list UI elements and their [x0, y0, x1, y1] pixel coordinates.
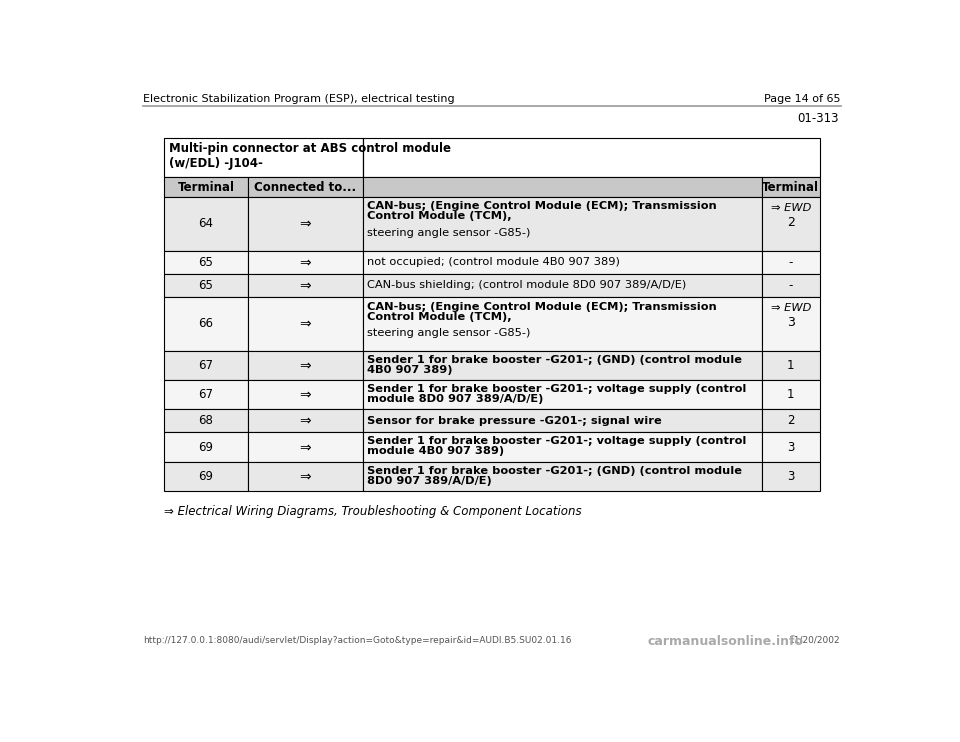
- Bar: [363, 197, 761, 251]
- Text: ⇒: ⇒: [300, 414, 311, 428]
- Bar: [164, 274, 248, 297]
- Text: Multi-pin connector at ABS control module
(w/EDL) -J104-: Multi-pin connector at ABS control modul…: [169, 142, 451, 170]
- Bar: [248, 297, 363, 351]
- Bar: [248, 410, 363, 433]
- Text: CAN-bus; (Engine Control Module (ECM); Transmission: CAN-bus; (Engine Control Module (ECM); T…: [368, 301, 717, 312]
- Text: Sender 1 for brake booster -G201-; (GND) (control module: Sender 1 for brake booster -G201-; (GND)…: [368, 465, 742, 476]
- Text: 69: 69: [199, 470, 213, 483]
- Text: 65: 65: [199, 279, 213, 292]
- Bar: [363, 177, 761, 197]
- Bar: [363, 380, 761, 410]
- Bar: [761, 177, 820, 197]
- Text: 3: 3: [787, 316, 795, 329]
- Bar: [363, 297, 761, 351]
- Bar: [761, 351, 820, 380]
- Text: 68: 68: [199, 415, 213, 427]
- Text: Page 14 of 65: Page 14 of 65: [764, 94, 841, 105]
- Text: 69: 69: [199, 441, 213, 453]
- Bar: [164, 177, 248, 197]
- Bar: [164, 297, 248, 351]
- Text: 3: 3: [787, 441, 795, 453]
- Text: Connected to...: Connected to...: [254, 180, 356, 194]
- Bar: [164, 138, 363, 177]
- Bar: [761, 297, 820, 351]
- Text: Control Module (TCM),: Control Module (TCM),: [368, 211, 512, 221]
- Bar: [761, 251, 820, 274]
- Text: 3: 3: [787, 470, 795, 483]
- Bar: [164, 197, 248, 251]
- Text: 8D0 907 389/A/D/E): 8D0 907 389/A/D/E): [368, 476, 492, 485]
- Text: ⇒: ⇒: [300, 317, 311, 331]
- Bar: [363, 462, 761, 491]
- Text: -: -: [788, 279, 793, 292]
- Bar: [761, 274, 820, 297]
- Text: ⇒: ⇒: [300, 440, 311, 454]
- Bar: [363, 351, 761, 380]
- Bar: [761, 197, 820, 251]
- Bar: [363, 433, 761, 462]
- Text: Electronic Stabilization Program (ESP), electrical testing: Electronic Stabilization Program (ESP), …: [143, 94, 455, 105]
- Text: module 8D0 907 389/A/D/E): module 8D0 907 389/A/D/E): [368, 394, 543, 404]
- Bar: [761, 380, 820, 410]
- Bar: [164, 351, 248, 380]
- Text: 11/20/2002: 11/20/2002: [789, 636, 841, 645]
- Bar: [164, 410, 248, 433]
- Bar: [248, 274, 363, 297]
- Text: 66: 66: [199, 318, 213, 330]
- Text: module 4B0 907 389): module 4B0 907 389): [368, 447, 504, 456]
- Text: 1: 1: [787, 388, 795, 401]
- Bar: [363, 251, 761, 274]
- Text: Sensor for brake pressure -G201-; signal wire: Sensor for brake pressure -G201-; signal…: [368, 416, 662, 426]
- Text: 67: 67: [199, 359, 213, 372]
- Text: CAN-bus shielding; (control module 8D0 907 389/A/D/E): CAN-bus shielding; (control module 8D0 9…: [368, 280, 686, 290]
- Bar: [164, 433, 248, 462]
- Bar: [248, 462, 363, 491]
- Text: ⇒: ⇒: [300, 388, 311, 401]
- Bar: [248, 177, 363, 197]
- Text: ⇒ Electrical Wiring Diagrams, Troubleshooting & Component Locations: ⇒ Electrical Wiring Diagrams, Troublesho…: [164, 505, 582, 518]
- Text: not occupied; (control module 4B0 907 389): not occupied; (control module 4B0 907 38…: [368, 257, 620, 267]
- Text: -: -: [788, 256, 793, 269]
- Text: Control Module (TCM),: Control Module (TCM),: [368, 312, 512, 321]
- Bar: [363, 274, 761, 297]
- Bar: [761, 462, 820, 491]
- Text: 01-313: 01-313: [798, 112, 839, 125]
- Text: ⇒: ⇒: [300, 255, 311, 269]
- Text: Terminal: Terminal: [762, 180, 819, 194]
- Text: ⇒: ⇒: [300, 278, 311, 292]
- Text: 67: 67: [199, 388, 213, 401]
- Text: ⇒: ⇒: [300, 217, 311, 231]
- Text: ⇒ EWD: ⇒ EWD: [771, 303, 811, 313]
- Text: 65: 65: [199, 256, 213, 269]
- Bar: [164, 380, 248, 410]
- Text: 4B0 907 389): 4B0 907 389): [368, 365, 453, 375]
- Text: Sender 1 for brake booster -G201-; voltage supply (control: Sender 1 for brake booster -G201-; volta…: [368, 384, 747, 394]
- Bar: [363, 410, 761, 433]
- Text: 2: 2: [787, 415, 795, 427]
- Bar: [248, 433, 363, 462]
- Text: ⇒: ⇒: [300, 358, 311, 372]
- Text: steering angle sensor -G85-): steering angle sensor -G85-): [368, 328, 531, 338]
- Text: Sender 1 for brake booster -G201-; (GND) (control module: Sender 1 for brake booster -G201-; (GND)…: [368, 355, 742, 364]
- Text: ⇒ EWD: ⇒ EWD: [771, 203, 811, 213]
- Text: http://127.0.0.1:8080/audi/servlet/Display?action=Goto&type=repair&id=AUDI.B5.SU: http://127.0.0.1:8080/audi/servlet/Displ…: [143, 636, 572, 645]
- Text: 64: 64: [199, 217, 213, 230]
- Text: steering angle sensor -G85-): steering angle sensor -G85-): [368, 228, 531, 237]
- Text: carmanualsonline.info: carmanualsonline.info: [647, 635, 803, 648]
- Text: CAN-bus; (Engine Control Module (ECM); Transmission: CAN-bus; (Engine Control Module (ECM); T…: [368, 202, 717, 211]
- Text: Sender 1 for brake booster -G201-; voltage supply (control: Sender 1 for brake booster -G201-; volta…: [368, 436, 747, 446]
- Text: 1: 1: [787, 359, 795, 372]
- Bar: [761, 410, 820, 433]
- Bar: [164, 462, 248, 491]
- Bar: [248, 351, 363, 380]
- Text: ⇒: ⇒: [300, 470, 311, 483]
- Bar: [248, 380, 363, 410]
- Text: 2: 2: [787, 216, 795, 229]
- Text: Terminal: Terminal: [178, 180, 234, 194]
- Bar: [164, 251, 248, 274]
- Bar: [248, 251, 363, 274]
- Bar: [363, 138, 820, 177]
- Bar: [248, 197, 363, 251]
- Bar: [761, 433, 820, 462]
